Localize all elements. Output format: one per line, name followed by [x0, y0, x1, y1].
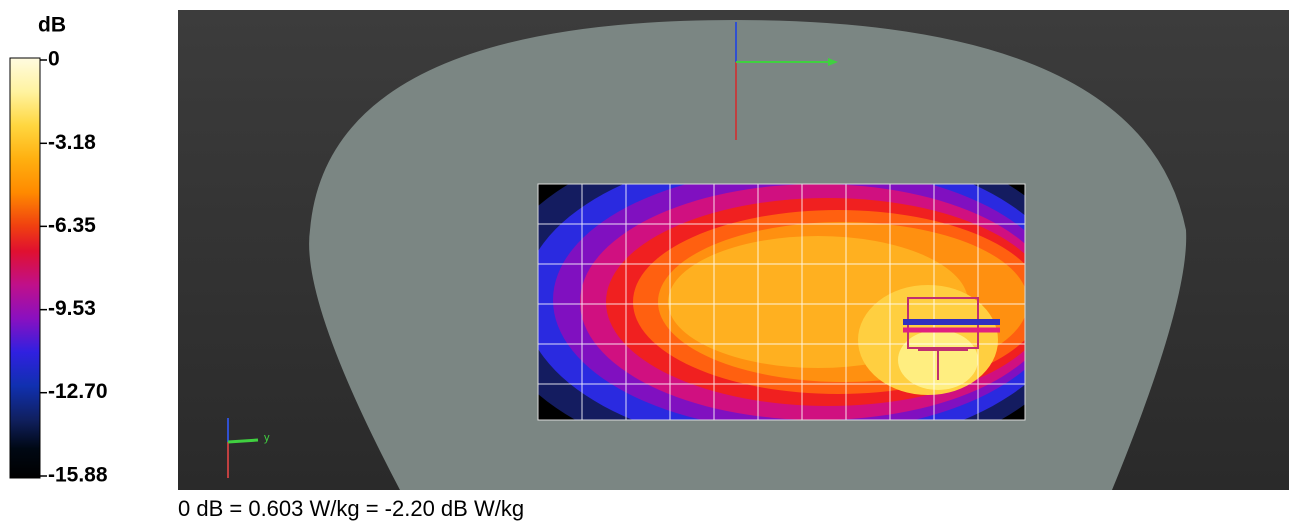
sar-map: [538, 184, 1025, 420]
tick-label: -6.35: [48, 214, 96, 237]
tick-label: -15.88: [48, 464, 108, 487]
small-axes: y: [227, 418, 270, 478]
tick-label: -9.53: [48, 297, 96, 320]
caption: 0 dB = 0.603 W/kg = -2.20 dB W/kg: [178, 496, 525, 521]
probe: [903, 297, 1000, 380]
tick-label: -12.70: [48, 380, 108, 403]
colorbar-scale: [9, 57, 41, 479]
axis-label: y: [264, 432, 270, 444]
tick-label: -3.18: [48, 131, 96, 154]
tick-label: 0: [48, 48, 60, 71]
colorbar-unit: dB: [38, 14, 66, 37]
axes-triad: [735, 22, 838, 140]
colorbar: dB 0 -3.18 -6.35 -9.53 -12.70 -15.88: [9, 14, 108, 487]
head-view: y: [178, 10, 1289, 490]
